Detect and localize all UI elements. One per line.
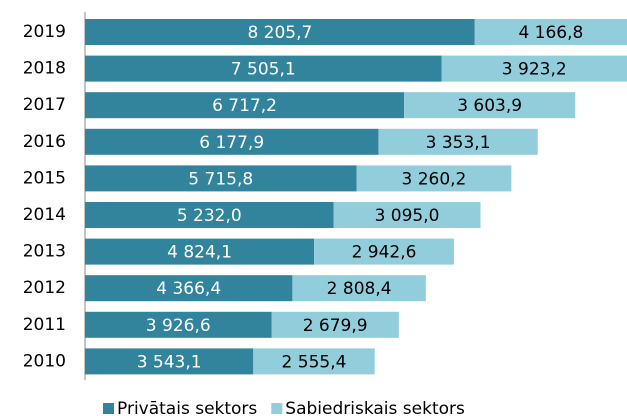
value-label: 4 366,4 [156, 279, 221, 299]
value-label: 3 926,6 [146, 316, 211, 336]
value-label: 2 808,4 [327, 279, 392, 299]
bar-segment [85, 55, 442, 82]
value-label: 4 166,8 [518, 23, 583, 43]
bar-segment [85, 165, 357, 192]
legend-swatch [271, 403, 283, 414]
value-label: 4 824,1 [167, 243, 232, 263]
bar-segment [85, 202, 334, 228]
y-tick-label: 2014 [23, 205, 66, 225]
bar-segment [314, 238, 454, 265]
y-tick-label: 2018 [23, 59, 66, 79]
bar-segment [85, 238, 315, 265]
bar-segment [333, 202, 481, 228]
value-label: 6 717,2 [212, 96, 277, 116]
bar-segment [441, 55, 627, 82]
value-label: 3 353,1 [426, 133, 491, 153]
y-tick-label: 2010 [23, 351, 66, 371]
value-label: 5 232,0 [177, 206, 242, 226]
value-label: 3 923,2 [502, 60, 567, 80]
legend-label: Privātais sektors [117, 399, 257, 416]
value-label: 3 603,9 [457, 96, 522, 116]
legend-swatch [103, 403, 114, 414]
bar-segment [378, 128, 538, 155]
y-tick-label: 2013 [23, 242, 66, 262]
y-tick-label: 2015 [23, 168, 66, 188]
y-tick-label: 2016 [23, 132, 66, 152]
value-label: 6 177,9 [199, 133, 264, 153]
value-label: 3 543,1 [137, 352, 202, 372]
legend-label: Sabiedriskais sektors [285, 399, 465, 416]
bar-segment [292, 275, 426, 302]
value-label: 7 505,1 [231, 60, 296, 80]
bar-segment [85, 348, 254, 375]
value-label: 2 555,4 [282, 352, 347, 372]
bar-segment [271, 311, 399, 338]
bar-segment [85, 275, 293, 302]
value-label: 2 679,9 [303, 316, 368, 336]
y-tick-label: 2011 [23, 315, 66, 335]
bar-segment [85, 311, 272, 338]
bar-segment [253, 348, 375, 375]
y-tick-label: 2019 [23, 22, 66, 42]
value-label: 3 260,2 [401, 169, 466, 189]
value-label: 2 942,6 [352, 243, 417, 263]
bar-segment [404, 92, 576, 119]
bar-segment [356, 165, 512, 192]
y-tick-label: 2017 [23, 95, 66, 115]
y-tick-label: 2012 [23, 278, 66, 298]
bar-segment [474, 19, 627, 45]
bar-segment [85, 19, 475, 45]
bar-segment [85, 92, 405, 119]
bar-segment [85, 128, 379, 155]
value-label: 3 095,0 [375, 206, 440, 226]
value-label: 5 715,8 [188, 169, 253, 189]
value-label: 8 205,7 [247, 23, 312, 43]
